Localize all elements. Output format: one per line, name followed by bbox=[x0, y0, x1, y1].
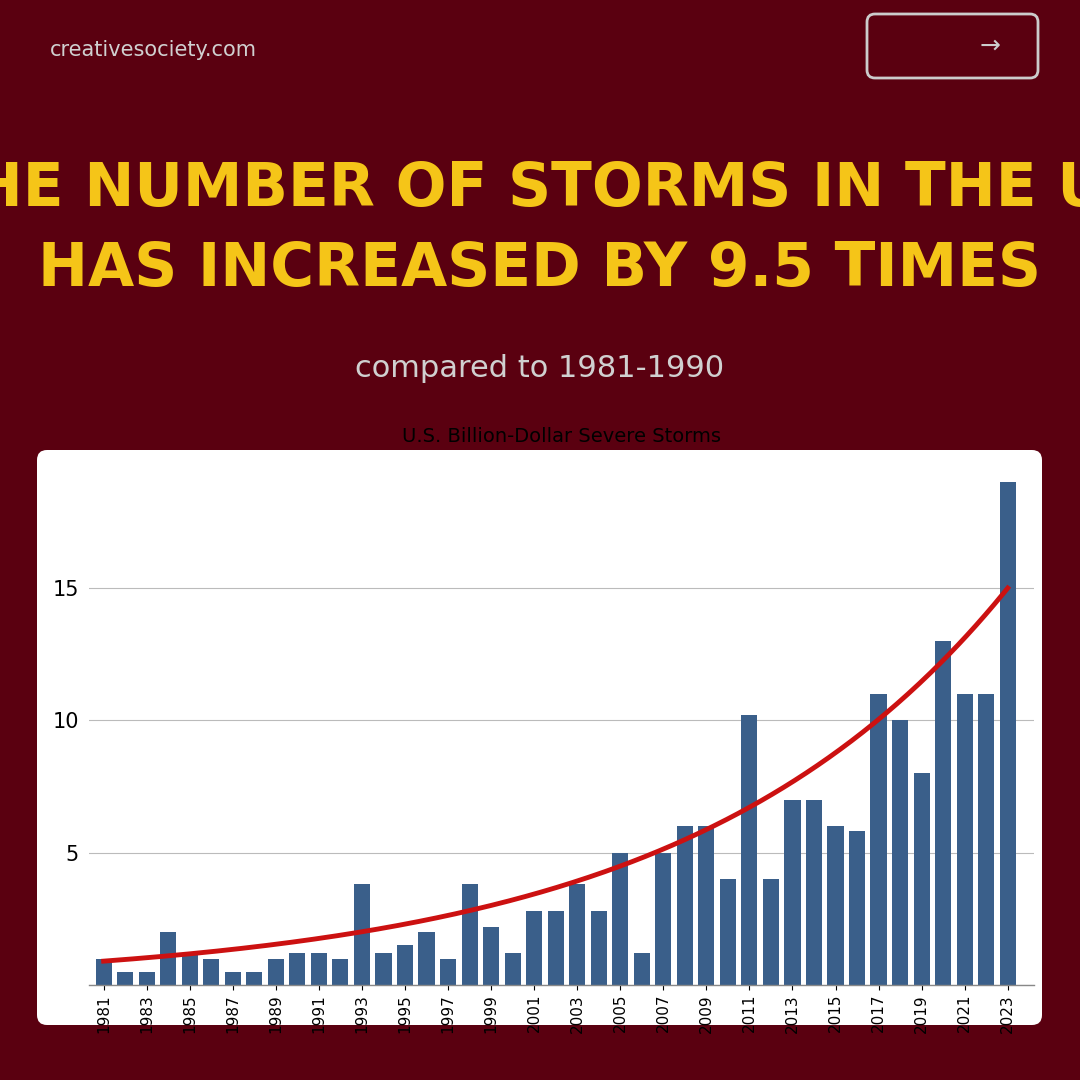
Bar bbox=[892, 720, 908, 985]
Text: →: → bbox=[980, 33, 1000, 58]
FancyBboxPatch shape bbox=[867, 14, 1038, 78]
Bar bbox=[397, 945, 413, 985]
Bar bbox=[181, 954, 198, 985]
Bar bbox=[483, 927, 499, 985]
Bar bbox=[461, 885, 477, 985]
Text: HAS INCREASED BY 9.5 TIMES: HAS INCREASED BY 9.5 TIMES bbox=[39, 240, 1041, 299]
Bar bbox=[741, 715, 757, 985]
Bar bbox=[591, 910, 607, 985]
Bar bbox=[268, 959, 284, 985]
Bar bbox=[719, 879, 735, 985]
Bar bbox=[784, 799, 800, 985]
Bar bbox=[870, 693, 887, 985]
Bar bbox=[699, 826, 715, 985]
Bar bbox=[160, 932, 176, 985]
Title: U.S. Billion-Dollar Severe Storms: U.S. Billion-Dollar Severe Storms bbox=[402, 427, 720, 446]
Text: creativesociety.com: creativesociety.com bbox=[50, 40, 257, 60]
Bar bbox=[677, 826, 693, 985]
Bar bbox=[203, 959, 219, 985]
Bar bbox=[957, 693, 973, 985]
Bar bbox=[656, 853, 672, 985]
Bar bbox=[333, 959, 349, 985]
Bar bbox=[225, 972, 241, 985]
Bar bbox=[311, 954, 327, 985]
Bar bbox=[418, 932, 434, 985]
Bar bbox=[504, 954, 521, 985]
Bar bbox=[246, 972, 262, 985]
Bar bbox=[354, 885, 370, 985]
Bar bbox=[612, 853, 629, 985]
Text: compared to 1981-1990: compared to 1981-1990 bbox=[355, 354, 725, 383]
Bar bbox=[376, 954, 392, 985]
Bar bbox=[289, 954, 306, 985]
Bar bbox=[827, 826, 843, 985]
Bar bbox=[95, 959, 111, 985]
Text: THE NUMBER OF STORMS IN THE US: THE NUMBER OF STORMS IN THE US bbox=[0, 160, 1080, 219]
Bar bbox=[978, 693, 995, 985]
Bar bbox=[117, 972, 133, 985]
Bar bbox=[138, 972, 154, 985]
Bar bbox=[526, 910, 542, 985]
Bar bbox=[935, 640, 951, 985]
Bar bbox=[569, 885, 585, 985]
Bar bbox=[806, 799, 822, 985]
Bar bbox=[762, 879, 779, 985]
Bar bbox=[849, 832, 865, 985]
FancyBboxPatch shape bbox=[37, 450, 1042, 1025]
Bar bbox=[440, 959, 456, 985]
Bar bbox=[548, 910, 564, 985]
Bar bbox=[1000, 482, 1016, 985]
Bar bbox=[914, 773, 930, 985]
Bar bbox=[634, 954, 650, 985]
